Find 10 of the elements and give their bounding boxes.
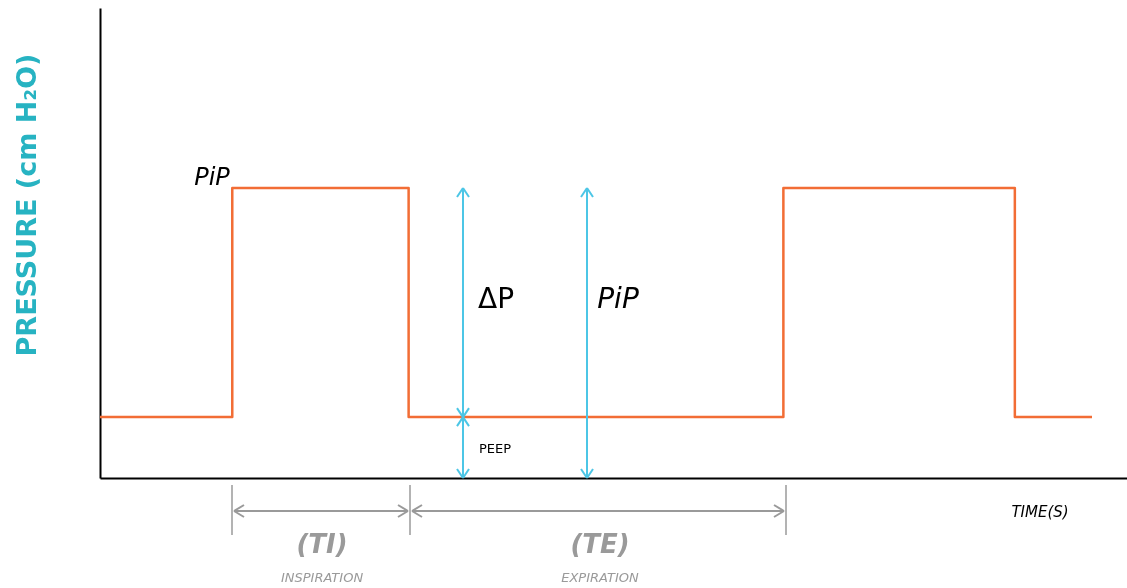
text: (TE)	[570, 529, 630, 559]
y-axis-title: PRESSURE (cm H₂O)	[11, 53, 42, 357]
annotation: PiP	[194, 163, 231, 191]
text: INSPIRATION	[280, 570, 364, 585]
text: (TI)	[296, 529, 348, 559]
x-axis-title: TIME(S)	[1011, 503, 1069, 521]
text: EXPIRATION	[561, 570, 640, 585]
annotation: PEEP	[478, 441, 512, 456]
annotation: ΔP	[477, 282, 515, 315]
annotation: PiP	[597, 282, 639, 315]
